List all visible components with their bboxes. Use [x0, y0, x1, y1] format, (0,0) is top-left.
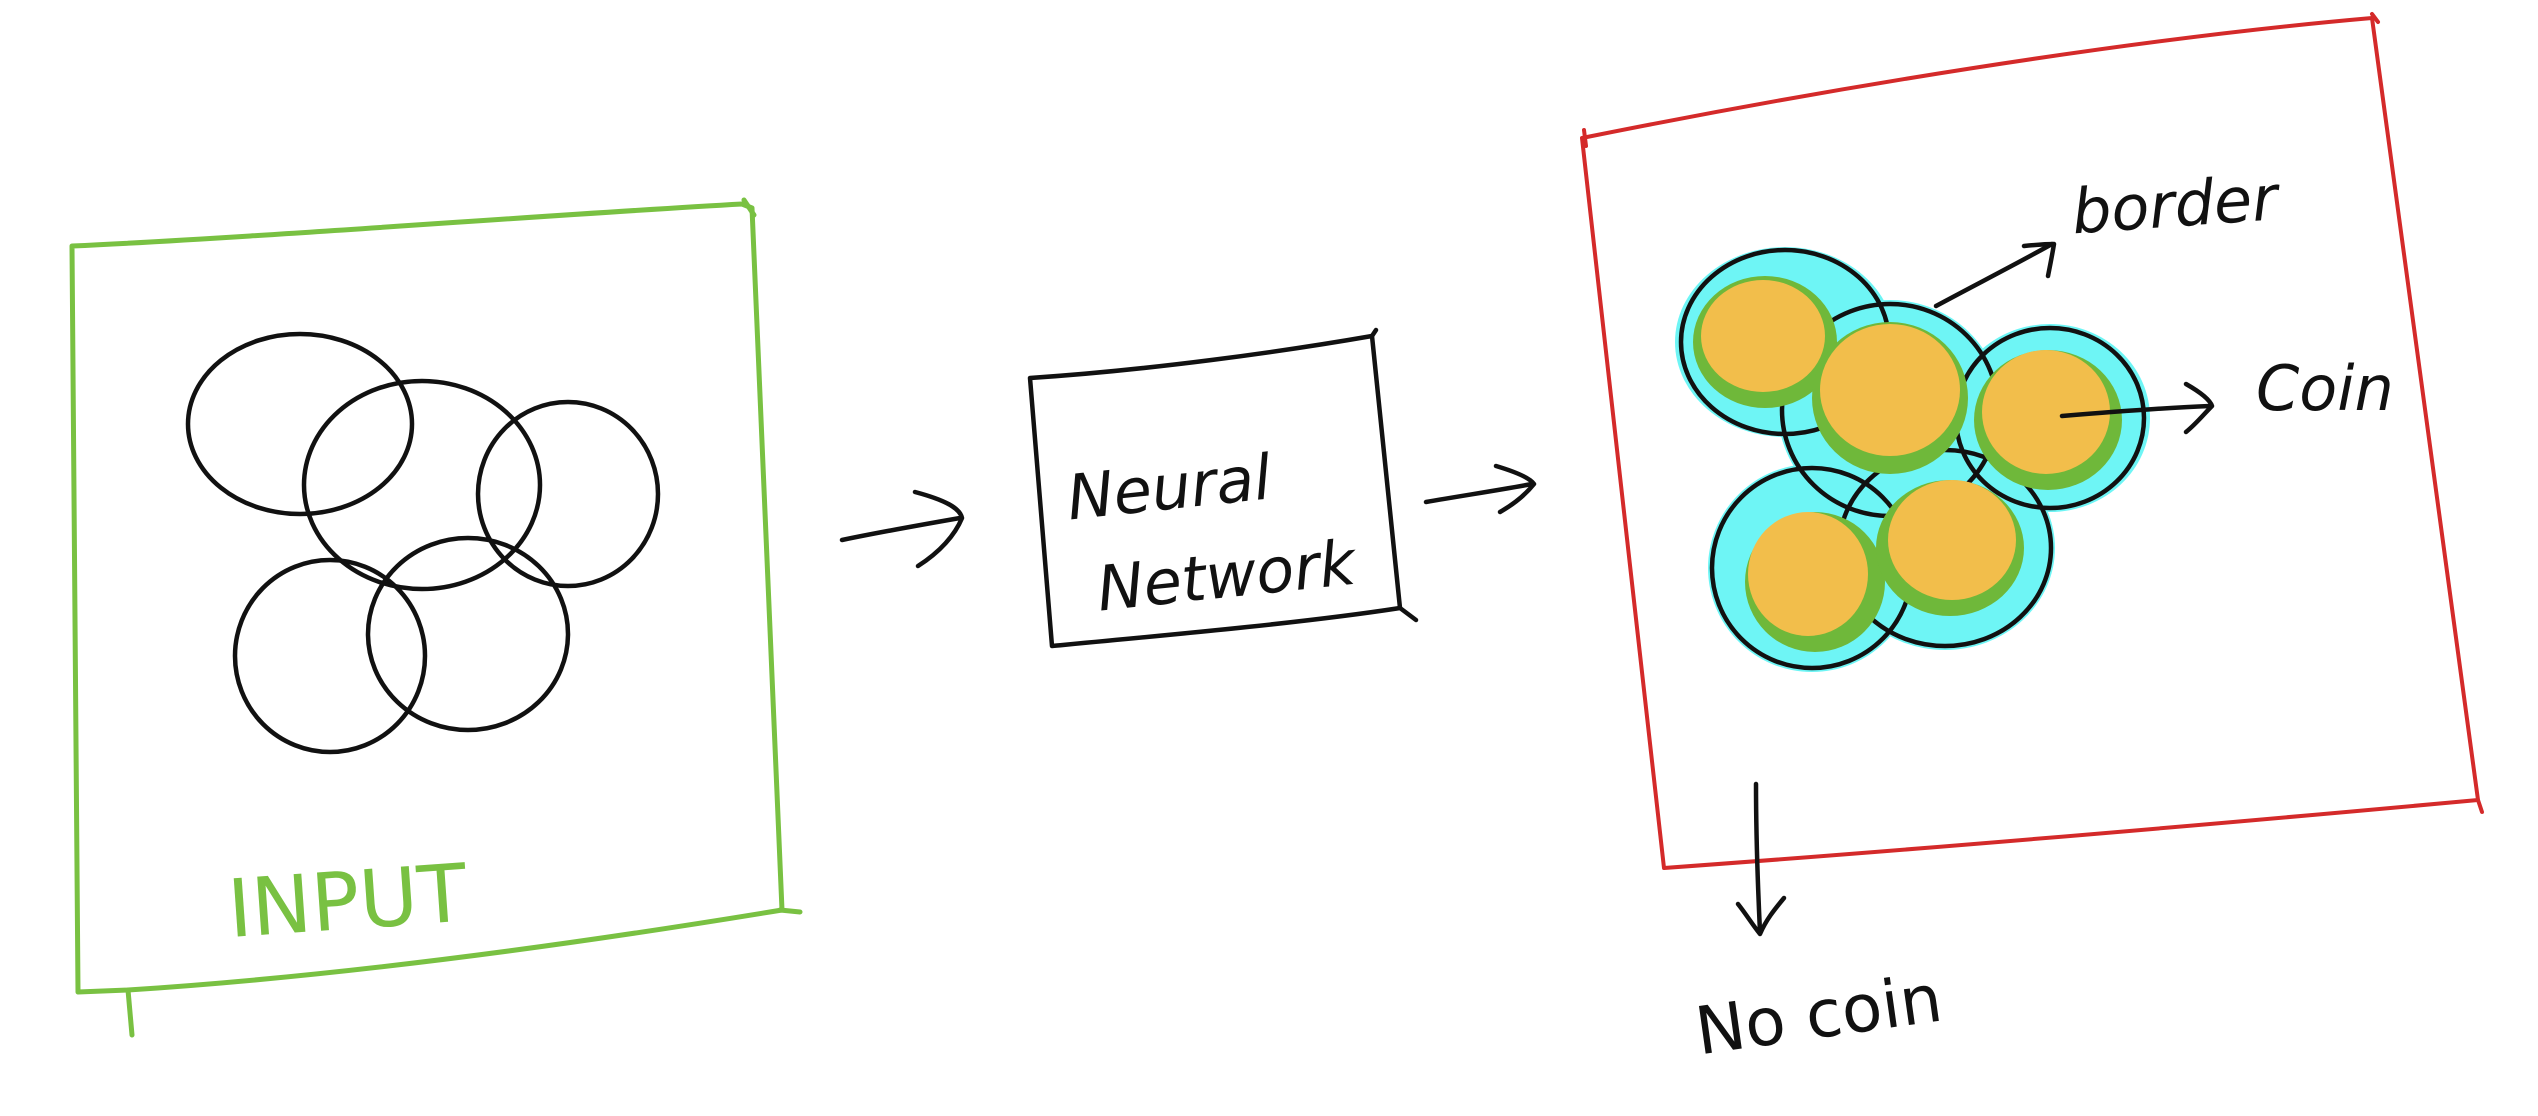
coin-fills	[1701, 280, 2110, 636]
input-coin	[301, 378, 543, 592]
output-coin	[1701, 280, 1825, 392]
no-coin-annotation: No coin	[1691, 781, 1947, 1071]
coin-annotation: Coin	[2059, 352, 2394, 435]
input-frame-overshoot	[125, 197, 803, 1038]
arrow-to-network	[839, 489, 965, 569]
output-coin	[1888, 480, 2016, 600]
output-coin	[1982, 350, 2110, 474]
network-label-line1: Neural	[1064, 440, 1275, 534]
input-panel: INPUT	[69, 197, 803, 1038]
input-label: INPUT	[225, 846, 471, 956]
input-coins	[185, 331, 661, 755]
border-label: border	[2069, 161, 2283, 248]
no-coin-label: No coin	[1691, 960, 1947, 1071]
network-label-line2: Network	[1094, 526, 1361, 626]
border-annotation: border	[1933, 161, 2283, 309]
input-coin	[185, 331, 415, 517]
output-panel: border Coin No coin	[1580, 12, 2484, 1071]
coin-label: Coin	[2256, 352, 2394, 425]
output-coin	[1820, 324, 1960, 456]
input-coin	[232, 557, 428, 755]
input-coin	[365, 535, 571, 733]
output-coin	[1748, 512, 1868, 636]
arrow-to-output	[1423, 463, 1537, 515]
neural-network-box: Neural Network	[1027, 327, 1419, 649]
input-coin	[475, 399, 661, 589]
